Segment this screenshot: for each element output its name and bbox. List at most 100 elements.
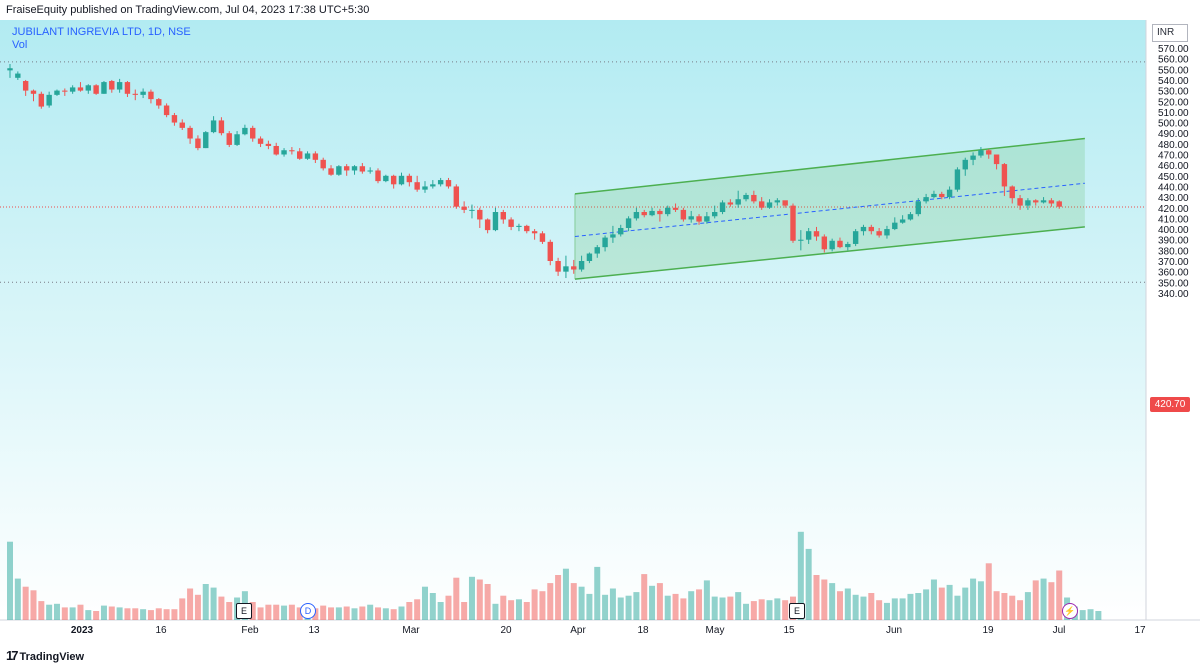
volume-bar: [61, 607, 68, 620]
volume-bar: [672, 593, 679, 620]
volume-bar: [766, 600, 773, 620]
volume-bar: [570, 583, 577, 620]
candle-body: [735, 199, 741, 205]
volume-bar: [93, 611, 100, 620]
volume-bar: [226, 602, 233, 620]
candle-body: [1048, 200, 1055, 204]
candle-body: [257, 138, 264, 144]
channel-middle-line: [574, 182, 1085, 238]
candle-body: [297, 151, 303, 159]
price-tick-label: 370.00: [1158, 257, 1189, 268]
candle-body: [343, 166, 350, 171]
volume-bar: [633, 592, 640, 620]
volume-bar: [868, 593, 875, 620]
price-tick-label: 520.00: [1158, 97, 1189, 108]
candle-body: [618, 227, 624, 235]
candle-body: [398, 175, 405, 185]
candle-body: [359, 166, 366, 172]
volume-bar: [782, 600, 789, 620]
candle-body: [210, 120, 217, 133]
volume-label[interactable]: Vol: [12, 39, 28, 51]
time-tick-label: 18: [637, 625, 649, 636]
volume-bar: [993, 591, 1000, 620]
volume-bar: [1001, 593, 1008, 620]
earnings-event-icon[interactable]: E: [789, 603, 805, 619]
candle-body: [524, 225, 530, 232]
volume-bar: [124, 608, 131, 620]
candle-body: [38, 93, 45, 107]
volume-bar: [508, 600, 515, 620]
candle-body: [85, 85, 91, 91]
volume-bar: [1024, 592, 1031, 620]
volume-bar: [649, 585, 656, 620]
volume-bar: [515, 599, 522, 620]
price-tick-label: 390.00: [1158, 236, 1189, 247]
candle-body: [477, 209, 483, 220]
flash-event-icon[interactable]: ⚡: [1062, 603, 1078, 619]
candle-body: [688, 216, 694, 220]
price-tick-label: 350.00: [1158, 278, 1189, 289]
price-axis-panel[interactable]: [1146, 20, 1200, 620]
candle-body: [860, 226, 867, 232]
candle-body: [414, 182, 420, 190]
candle-body: [798, 239, 804, 241]
time-tick-label: 17: [1134, 625, 1146, 636]
candle-body: [946, 189, 953, 198]
time-tick-label: Apr: [570, 625, 586, 636]
volume-bar: [335, 607, 342, 620]
candle-body: [492, 212, 499, 231]
price-tick-label: 440.00: [1158, 182, 1189, 193]
candle-body: [555, 261, 561, 272]
candle-body: [586, 253, 593, 261]
time-axis-panel[interactable]: [0, 620, 1200, 640]
volume-bar: [907, 593, 914, 620]
volume-bar: [625, 595, 632, 620]
candle-body: [790, 205, 796, 241]
candle-body: [156, 99, 162, 106]
volume-bar: [946, 584, 953, 620]
volume-bar: [774, 598, 781, 620]
candle-body: [312, 153, 319, 160]
tradingview-logo-text: TradingView: [19, 651, 85, 663]
symbol-title[interactable]: JUBILANT INGREVIA LTD, 1D, NSE: [12, 26, 191, 38]
channel-upper-line: [574, 137, 1085, 195]
volume-bar: [883, 602, 890, 620]
candle-body: [782, 200, 788, 206]
volume-bar: [962, 587, 969, 620]
candle-body: [445, 180, 452, 187]
volume-bar: [1040, 578, 1047, 620]
volume-bar: [1017, 600, 1024, 620]
candle-body: [516, 225, 522, 227]
time-tick-label: 20: [500, 625, 512, 636]
candle-body: [265, 143, 272, 146]
candle-body: [336, 166, 342, 175]
volume-bar: [53, 603, 60, 620]
volume-bar: [930, 579, 937, 620]
candle-body: [132, 93, 138, 95]
candle-body: [962, 159, 968, 170]
volume-bar: [77, 604, 84, 620]
candle-body: [148, 91, 154, 100]
volume-bar: [140, 609, 147, 620]
price-tick-label: 450.00: [1158, 172, 1189, 183]
volume-bar: [899, 598, 906, 620]
volume-bar: [891, 598, 898, 620]
candle-body: [422, 186, 428, 190]
price-chart[interactable]: 570.00560.00550.00540.00530.00520.00510.…: [0, 20, 1200, 640]
dividend-event-icon[interactable]: D: [300, 603, 316, 619]
volume-bar: [915, 593, 922, 620]
currency-selector[interactable]: INR: [1152, 24, 1188, 42]
earnings-event-icon[interactable]: E: [236, 603, 252, 619]
price-tick-label: 550.00: [1158, 65, 1189, 76]
price-tick-label: 540.00: [1158, 76, 1189, 87]
tradingview-logo[interactable]: 17 TradingView: [6, 648, 84, 663]
candle-body: [242, 127, 248, 135]
candle-body: [116, 82, 123, 90]
volume-bar: [836, 591, 843, 620]
footer: 17 TradingView: [0, 640, 1200, 666]
time-tick-label: 15: [783, 625, 795, 636]
candle-body: [594, 247, 600, 254]
candle-body: [69, 87, 76, 92]
volume-bar: [210, 587, 217, 620]
volume-bar: [562, 568, 569, 620]
